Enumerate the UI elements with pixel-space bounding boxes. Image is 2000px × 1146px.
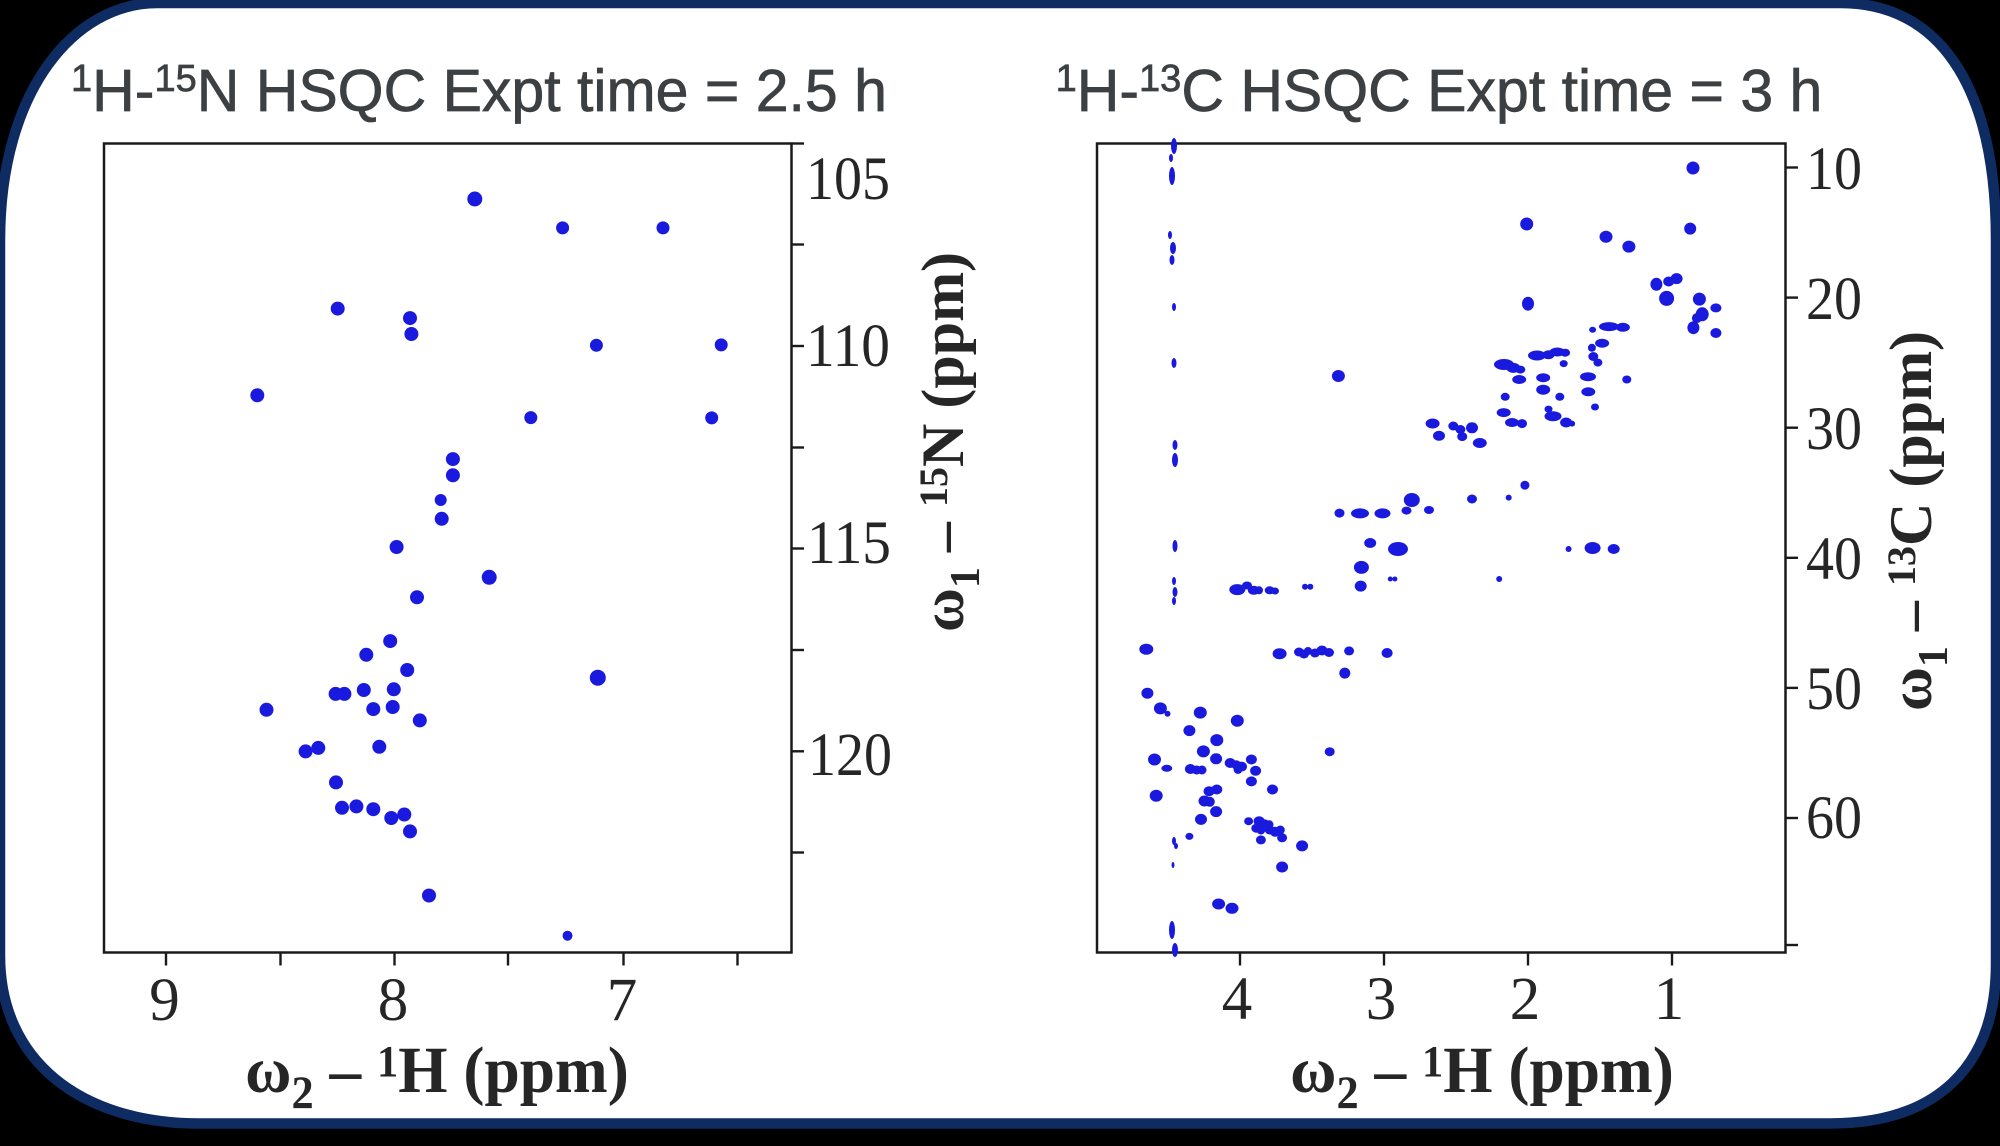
svg-text:9: 9 [149,967,180,1034]
svg-text:1​H-15​N HSQC Expt time = 2.5: 1​H-15​N HSQC Expt time = 2.5 h [71,58,887,124]
svg-text:60: 60 [1806,785,1862,852]
svg-text:40: 40 [1806,526,1862,593]
svg-text:1​H-13​C HSQC Expt time = 3 h: 1​H-13​C HSQC Expt time = 3 h [1056,58,1823,124]
svg-text:50: 50 [1806,656,1862,723]
svg-text:1: 1 [1654,966,1685,1033]
svg-text:8: 8 [378,967,409,1034]
svg-text:115: 115 [807,510,891,577]
svg-text:ω1​ – 15​N (ppm): ω1​ – 15​N (ppm) [910,252,989,632]
svg-text:7: 7 [607,967,638,1034]
svg-text:3: 3 [1366,966,1397,1033]
svg-text:ω2​ – 1​H (ppm): ω2​ – 1​H (ppm) [1290,1033,1674,1118]
svg-text:30: 30 [1806,396,1862,463]
svg-text:ω2​ – 1​H (ppm): ω2​ – 1​H (ppm) [245,1033,629,1118]
svg-text:105: 105 [806,146,890,213]
svg-text:10: 10 [1806,136,1862,203]
svg-text:110: 110 [806,313,890,380]
svg-text:2: 2 [1510,966,1541,1033]
svg-text:ω1​ – 13​C (ppm): ω1​ – 13​C (ppm) [1878,331,1957,711]
svg-text:120: 120 [808,722,892,789]
svg-text:4: 4 [1222,966,1253,1033]
svg-text:20: 20 [1806,266,1862,333]
